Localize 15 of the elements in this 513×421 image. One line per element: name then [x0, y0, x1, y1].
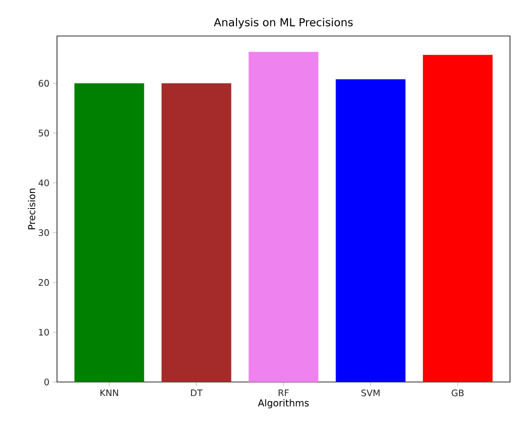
y-tick-label: 40 — [38, 179, 49, 186]
x-tick-label: SVM — [361, 390, 380, 396]
x-tick-label: DT — [191, 390, 203, 396]
y-tick-label: 50 — [38, 130, 49, 136]
y-axis-title: Precision — [28, 188, 36, 230]
x-tick-label: KNN — [100, 390, 118, 396]
x-tick-label: GB — [452, 390, 464, 396]
x-axis-title: Algorithms — [258, 399, 309, 408]
x-tick-label: RF — [278, 390, 289, 396]
y-tick-label: 30 — [38, 229, 49, 236]
chart-title: Analysis on ML Precisions — [214, 18, 353, 28]
y-tick-label: 0 — [44, 378, 49, 386]
y-tick-label: 20 — [38, 279, 49, 286]
y-tick-label: 60 — [38, 80, 49, 87]
y-tick-label: 10 — [39, 328, 49, 336]
